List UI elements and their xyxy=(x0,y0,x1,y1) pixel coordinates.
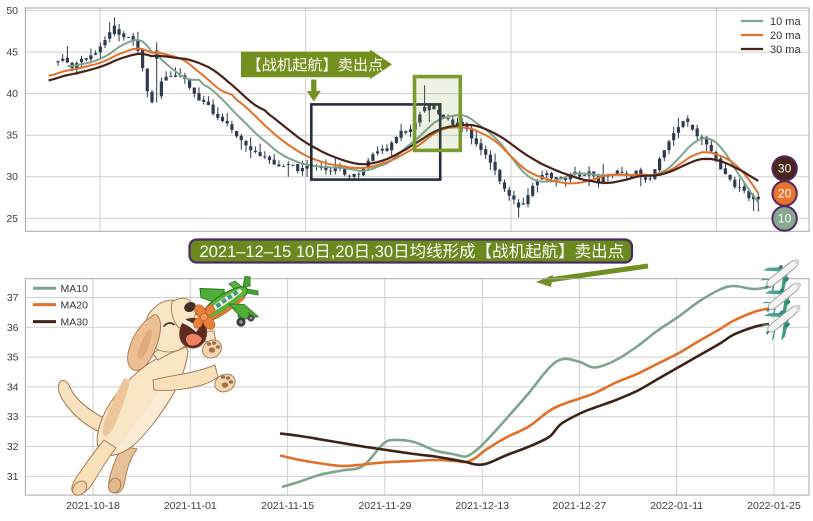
svg-text:50: 50 xyxy=(6,5,18,17)
svg-text:33: 33 xyxy=(7,411,19,423)
svg-text:32: 32 xyxy=(7,441,19,453)
svg-text:30 ma: 30 ma xyxy=(770,44,801,56)
svg-text:2022-01-11: 2022-01-11 xyxy=(650,500,703,512)
svg-text:30: 30 xyxy=(6,171,18,183)
svg-text:2021-12-13: 2021-12-13 xyxy=(455,500,509,512)
svg-text:10 ma: 10 ma xyxy=(770,16,801,28)
svg-text:2021-10-18: 2021-10-18 xyxy=(66,500,120,512)
svg-text:2021-11-29: 2021-11-29 xyxy=(358,500,411,512)
svg-text:25: 25 xyxy=(6,213,18,225)
svg-text:MA30: MA30 xyxy=(61,316,89,328)
svg-text:30: 30 xyxy=(778,162,792,176)
svg-text:45: 45 xyxy=(6,47,18,59)
svg-text:31: 31 xyxy=(7,471,19,483)
svg-text:35: 35 xyxy=(6,130,18,142)
svg-text:2022-01-25: 2022-01-25 xyxy=(747,500,801,512)
svg-text:2021-12-27: 2021-12-27 xyxy=(553,500,607,512)
svg-text:36: 36 xyxy=(7,322,19,334)
svg-text:20 ma: 20 ma xyxy=(770,30,801,42)
svg-text:2021-11-01: 2021-11-01 xyxy=(164,500,217,512)
svg-text:34: 34 xyxy=(7,381,19,393)
svg-text:20: 20 xyxy=(778,187,792,201)
svg-text:40: 40 xyxy=(6,88,18,100)
svg-text:MA20: MA20 xyxy=(61,299,89,311)
svg-text:2021-11-15: 2021-11-15 xyxy=(261,500,314,512)
svg-text:10: 10 xyxy=(778,212,792,226)
svg-text:37: 37 xyxy=(7,292,19,304)
svg-text:MA10: MA10 xyxy=(61,283,89,295)
svg-text:35: 35 xyxy=(7,352,19,364)
